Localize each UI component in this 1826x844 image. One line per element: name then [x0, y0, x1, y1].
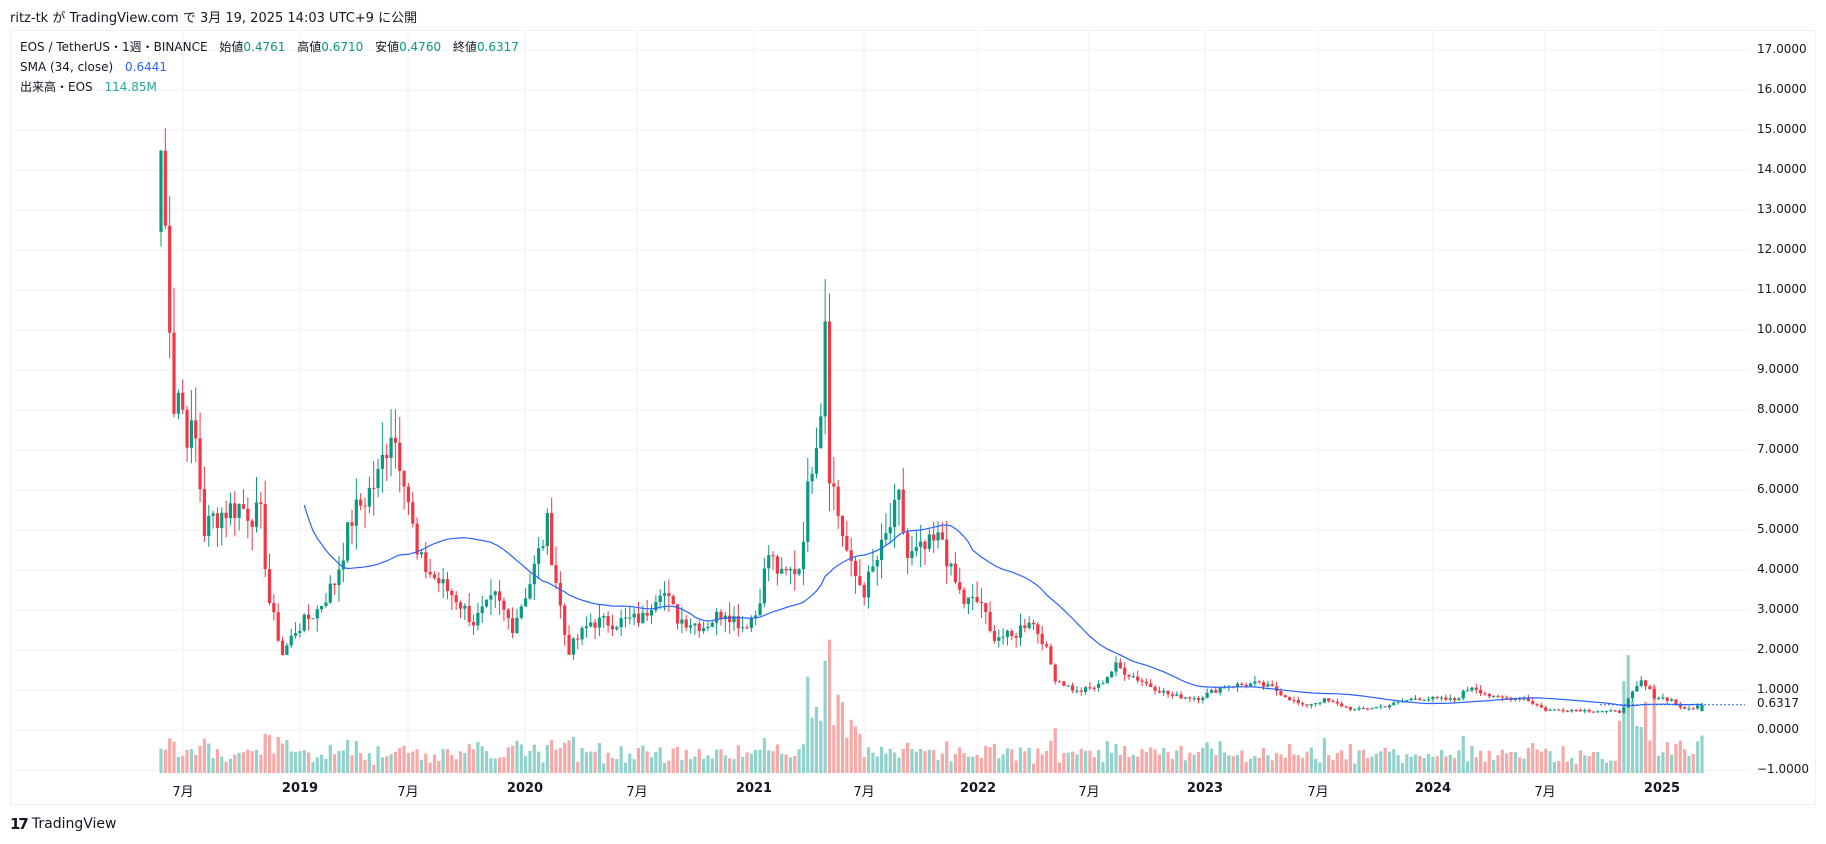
price-tick-label: 9.0000: [1757, 362, 1799, 376]
price-tick-label: 14.0000: [1757, 162, 1807, 176]
price-tick-label: 0.0000: [1757, 722, 1799, 736]
legend-symbol-row[interactable]: EOS / TetherUS・1週・BINANCE 始値0.4761 高値0.6…: [20, 37, 519, 57]
time-tick-label: 2021: [736, 781, 772, 796]
legend-sma-row[interactable]: SMA (34, close) 0.6441: [20, 57, 519, 77]
price-tick-label: 17.0000: [1757, 42, 1807, 56]
last-price-label: 0.6317: [1757, 696, 1799, 710]
time-tick-label: 7月: [1534, 781, 1555, 800]
time-tick-label: 2022: [960, 781, 996, 796]
time-tick-label: 7月: [626, 781, 647, 800]
time-tick-label: 2025: [1644, 781, 1680, 796]
sma-value: 0.6441: [125, 60, 167, 74]
time-tick-label: 2020: [507, 781, 543, 796]
time-tick-label: 7月: [1078, 781, 1099, 800]
price-tick-label: 5.0000: [1757, 522, 1799, 536]
time-tick-label: 2024: [1415, 781, 1451, 796]
price-candles: [159, 128, 1703, 713]
tradingview-logo-icon: 17: [10, 815, 27, 833]
candlestick-chart[interactable]: [0, 0, 1826, 844]
legend-volume-row[interactable]: 出来高・EOS 114.85M: [20, 77, 519, 97]
price-tick-label: 12.0000: [1757, 242, 1807, 256]
price-tick-label: 10.0000: [1757, 322, 1807, 336]
high-value: 0.6710: [321, 40, 363, 54]
low-value: 0.4760: [399, 40, 441, 54]
price-tick-label: 7.0000: [1757, 442, 1799, 456]
time-tick-label: 7月: [1307, 781, 1328, 800]
time-tick-label: 7月: [397, 781, 418, 800]
price-tick-label: 13.0000: [1757, 202, 1807, 216]
close-value: 0.6317: [477, 40, 519, 54]
price-tick-label: 11.0000: [1757, 282, 1807, 296]
high-label: 高値: [297, 40, 321, 54]
open-label: 始値: [219, 40, 243, 54]
price-tick-label: 4.0000: [1757, 562, 1799, 576]
time-tick-label: 7月: [853, 781, 874, 800]
time-tick-label: 2019: [282, 781, 318, 796]
tradingview-brand[interactable]: 17 TradingView: [10, 815, 116, 833]
close-label: 終値: [453, 40, 477, 54]
price-tick-label: 16.0000: [1757, 82, 1807, 96]
low-label: 安値: [375, 40, 399, 54]
price-tick-label: 8.0000: [1757, 402, 1799, 416]
price-tick-label: 3.0000: [1757, 602, 1799, 616]
sma-line: [304, 505, 1702, 706]
price-tick-label: 15.0000: [1757, 122, 1807, 136]
volume-bars: [159, 640, 1703, 773]
volume-value: 114.85M: [104, 80, 156, 94]
price-tick-label: 1.0000: [1757, 682, 1799, 696]
open-value: 0.4761: [243, 40, 285, 54]
chart-legend: EOS / TetherUS・1週・BINANCE 始値0.4761 高値0.6…: [20, 37, 519, 97]
symbol-name[interactable]: EOS / TetherUS・1週・BINANCE: [20, 40, 208, 54]
price-tick-label: −1.0000: [1757, 762, 1809, 776]
time-tick-label: 7月: [172, 781, 193, 800]
price-tick-label: 2.0000: [1757, 642, 1799, 656]
time-tick-label: 2023: [1187, 781, 1223, 796]
brand-name: TradingView: [32, 816, 117, 832]
grid-lines: [11, 31, 1750, 772]
sma-label[interactable]: SMA (34, close): [20, 60, 113, 74]
volume-label[interactable]: 出来高・EOS: [20, 80, 93, 94]
price-tick-label: 6.0000: [1757, 482, 1799, 496]
